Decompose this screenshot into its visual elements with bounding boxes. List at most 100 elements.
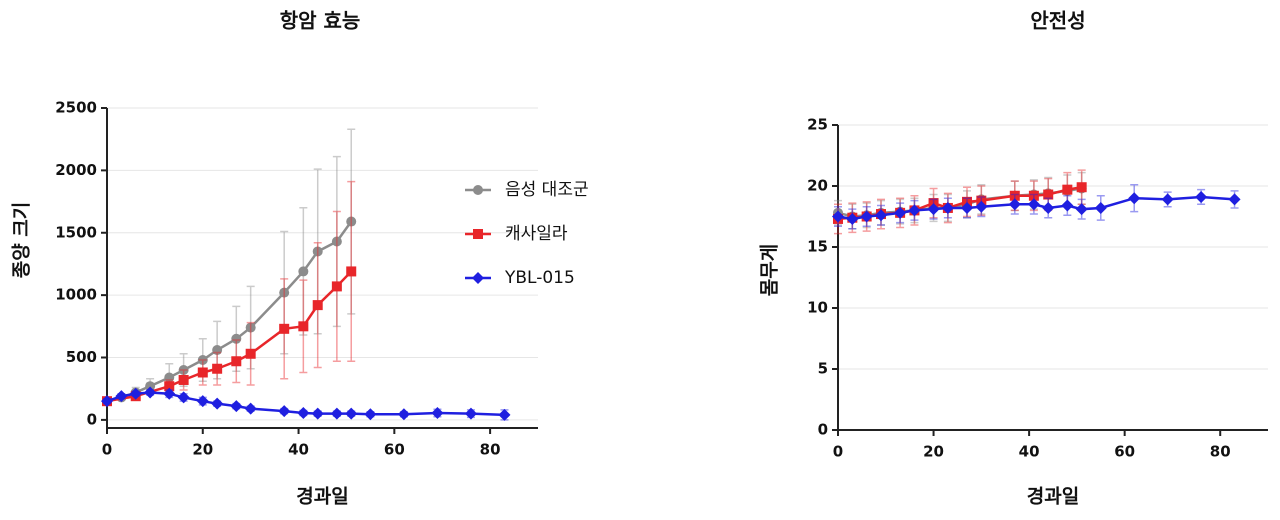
marker bbox=[1128, 192, 1141, 205]
y-tick-label: 2500 bbox=[55, 99, 97, 117]
y-axis-label: 종양 크기 bbox=[11, 202, 33, 279]
marker bbox=[1043, 189, 1054, 200]
marker bbox=[312, 300, 323, 311]
marker bbox=[894, 206, 907, 219]
marker bbox=[832, 210, 844, 223]
marker bbox=[312, 246, 323, 257]
marker bbox=[197, 355, 208, 366]
x-tick-label: 80 bbox=[1210, 443, 1231, 461]
marker bbox=[115, 390, 128, 403]
x-tick-label: 0 bbox=[102, 441, 112, 459]
y-tick-label: 1000 bbox=[55, 286, 97, 304]
marker bbox=[178, 374, 189, 385]
marker bbox=[846, 212, 859, 225]
marker bbox=[346, 216, 357, 227]
marker bbox=[397, 408, 410, 421]
x-axis-label: 경과일 bbox=[1027, 486, 1079, 508]
marker bbox=[164, 372, 175, 383]
legend-label: 음성 대조군 bbox=[505, 180, 589, 200]
series bbox=[101, 386, 511, 421]
legend-marker bbox=[473, 185, 483, 195]
marker bbox=[311, 407, 324, 420]
line bbox=[106, 270, 353, 403]
marker bbox=[1094, 201, 1107, 214]
marker bbox=[1061, 199, 1074, 212]
marker bbox=[962, 196, 972, 207]
marker bbox=[101, 395, 113, 408]
marker bbox=[129, 387, 142, 400]
marker bbox=[975, 200, 988, 213]
legend-label: 캐사일라 bbox=[505, 224, 568, 244]
y-tick-label: 25 bbox=[807, 116, 828, 134]
y-tick-label: 0 bbox=[818, 421, 828, 439]
y-tick-label: 20 bbox=[807, 177, 828, 195]
x-tick-label: 40 bbox=[1019, 443, 1040, 461]
marker bbox=[279, 287, 290, 298]
marker bbox=[144, 386, 157, 399]
marker bbox=[1161, 193, 1174, 206]
chart-title: 안전성 bbox=[1030, 9, 1085, 33]
marker bbox=[1028, 190, 1039, 201]
marker bbox=[244, 402, 257, 415]
marker bbox=[875, 209, 887, 222]
marker bbox=[908, 204, 921, 217]
marker bbox=[231, 356, 242, 367]
marker bbox=[1062, 184, 1073, 195]
marker bbox=[331, 281, 342, 292]
marker bbox=[498, 408, 511, 421]
marker bbox=[230, 400, 243, 413]
marker bbox=[431, 407, 444, 420]
marker bbox=[163, 387, 176, 400]
marker bbox=[211, 397, 224, 410]
marker bbox=[1228, 193, 1241, 206]
marker bbox=[928, 198, 939, 209]
marker bbox=[197, 367, 208, 378]
marker bbox=[1009, 190, 1020, 201]
x-tick-label: 60 bbox=[384, 441, 405, 459]
marker bbox=[212, 345, 223, 356]
marker bbox=[279, 323, 290, 334]
y-tick-label: 5 bbox=[818, 360, 828, 378]
x-axis-label: 경과일 bbox=[296, 486, 348, 508]
marker bbox=[177, 391, 190, 404]
marker bbox=[297, 407, 310, 420]
marker bbox=[245, 348, 256, 359]
marker bbox=[1042, 201, 1055, 214]
marker bbox=[278, 405, 291, 418]
marker bbox=[196, 395, 209, 408]
y-tick-label: 0 bbox=[87, 410, 97, 428]
marker bbox=[927, 203, 940, 216]
marker bbox=[976, 195, 987, 206]
marker bbox=[860, 210, 873, 223]
x-tick-label: 0 bbox=[833, 443, 843, 461]
x-tick-label: 40 bbox=[288, 441, 309, 459]
y-tick-label: 500 bbox=[66, 348, 97, 366]
x-tick-label: 20 bbox=[192, 441, 213, 459]
marker bbox=[464, 407, 477, 420]
y-tick-label: 15 bbox=[807, 238, 828, 256]
series bbox=[832, 184, 1241, 230]
marker bbox=[298, 266, 309, 277]
marker bbox=[298, 321, 309, 332]
legend-marker bbox=[473, 229, 483, 239]
marker bbox=[1075, 203, 1088, 216]
x-tick-label: 80 bbox=[480, 441, 501, 459]
marker bbox=[1076, 182, 1087, 193]
y-tick-label: 2000 bbox=[55, 161, 97, 179]
marker bbox=[346, 266, 357, 277]
marker bbox=[245, 322, 256, 333]
marker bbox=[941, 201, 954, 214]
marker bbox=[1027, 198, 1040, 211]
marker bbox=[164, 381, 175, 392]
marker bbox=[331, 236, 342, 247]
marker bbox=[1195, 190, 1208, 203]
marker bbox=[330, 407, 343, 420]
marker bbox=[1008, 198, 1021, 211]
y-tick-label: 10 bbox=[807, 299, 828, 317]
marker bbox=[345, 407, 358, 420]
y-tick-label: 1500 bbox=[55, 223, 97, 241]
marker bbox=[145, 381, 156, 392]
x-tick-label: 60 bbox=[1114, 443, 1135, 461]
chart-title: 항암 효능 bbox=[280, 9, 361, 33]
